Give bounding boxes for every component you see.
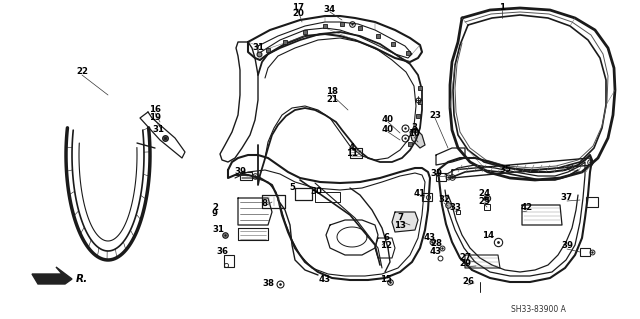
Text: 26: 26 [462, 278, 474, 286]
Text: 24: 24 [478, 189, 490, 197]
Text: 10: 10 [408, 130, 420, 138]
Text: 36: 36 [216, 248, 228, 256]
Text: 4: 4 [349, 143, 355, 152]
Bar [224, 255, 234, 267]
Text: 17: 17 [292, 3, 304, 11]
Text: 16: 16 [149, 106, 161, 115]
Text: 27: 27 [459, 253, 471, 262]
Text: 31: 31 [252, 43, 264, 53]
Text: 11: 11 [346, 150, 358, 159]
Text: R.: R. [76, 274, 88, 284]
Text: 3: 3 [411, 122, 417, 131]
Text: 1: 1 [499, 3, 505, 11]
Bar [580, 248, 590, 256]
Text: 15: 15 [380, 276, 392, 285]
Text: 40: 40 [382, 125, 394, 135]
Text: 39: 39 [561, 241, 573, 250]
Bar [436, 173, 446, 181]
Text: 37: 37 [561, 194, 573, 203]
Polygon shape [410, 128, 425, 148]
Bar [422, 193, 432, 201]
Text: 7: 7 [397, 213, 403, 222]
Text: 43: 43 [430, 247, 442, 256]
Text: 33: 33 [449, 204, 461, 212]
Text: 31: 31 [212, 226, 224, 234]
Text: 28: 28 [430, 239, 442, 248]
Text: 31: 31 [152, 125, 164, 135]
Text: 41: 41 [414, 189, 426, 197]
Text: 39: 39 [234, 167, 246, 176]
Text: 6: 6 [383, 234, 389, 242]
Text: 9: 9 [212, 210, 218, 219]
Text: 25: 25 [478, 197, 490, 205]
Text: 20: 20 [292, 10, 304, 19]
Polygon shape [32, 267, 72, 284]
Text: 21: 21 [326, 94, 338, 103]
Text: 30: 30 [310, 188, 322, 197]
Bar [240, 172, 252, 180]
Text: 38: 38 [262, 278, 274, 287]
Text: 34: 34 [324, 5, 336, 14]
Text: 32: 32 [438, 196, 450, 204]
Bar [586, 197, 598, 207]
Text: 14: 14 [482, 232, 494, 241]
Text: 8: 8 [262, 198, 268, 207]
Text: 13: 13 [394, 220, 406, 229]
Text: 42: 42 [521, 204, 533, 212]
Text: 40: 40 [382, 115, 394, 124]
Text: SH33-83900 A: SH33-83900 A [511, 306, 565, 315]
Text: 12: 12 [380, 241, 392, 249]
Text: 19: 19 [149, 113, 161, 122]
Text: 43: 43 [424, 234, 436, 242]
Text: 39: 39 [430, 168, 442, 177]
Text: 35: 35 [499, 166, 511, 174]
Text: 23: 23 [429, 110, 441, 120]
Text: 18: 18 [326, 87, 338, 97]
Polygon shape [392, 212, 418, 232]
Text: 22: 22 [76, 68, 88, 77]
Text: 2: 2 [212, 203, 218, 211]
Text: 29: 29 [459, 259, 471, 269]
Text: 43: 43 [319, 275, 331, 284]
Text: 5: 5 [289, 183, 295, 192]
